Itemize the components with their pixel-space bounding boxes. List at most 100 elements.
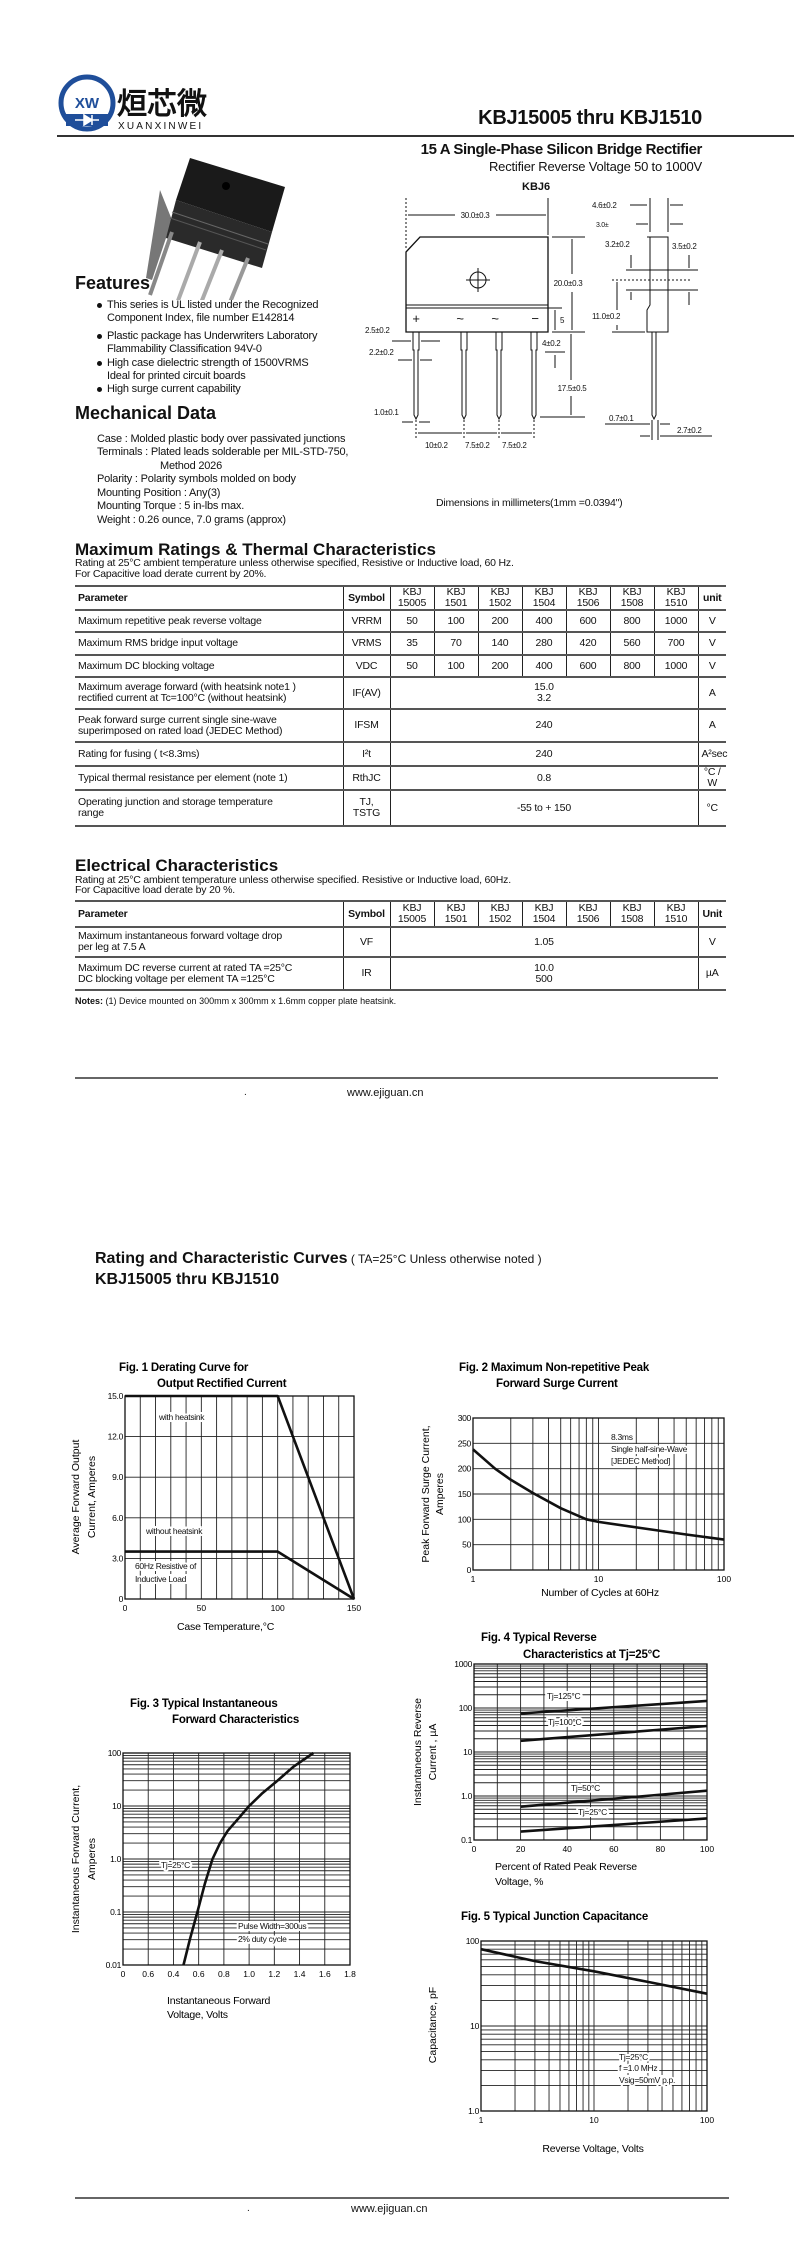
product-photo	[146, 158, 285, 300]
column-header-part: KBJ 1506	[565, 585, 611, 611]
x-tick-label: 0.6	[142, 1969, 154, 1979]
parameter-cell: Maximum instantaneous forward voltage dr…	[75, 926, 344, 958]
x-tick-label: 1.4	[294, 1969, 306, 1979]
series-label: without heatsink	[145, 1526, 203, 1536]
parameter-cell: Maximum average forward (with heatsink n…	[75, 676, 344, 710]
feature-text: Flammability Classification 94V-0	[107, 343, 262, 355]
parameter-text: Operating junction and storage temperatu…	[78, 796, 273, 808]
chart-annotation: Tj=25°C	[619, 2052, 648, 2062]
dim-hole-right: 3.5±0.2	[672, 242, 697, 251]
grid	[124, 1395, 355, 1600]
features-heading: Features	[75, 273, 151, 293]
part-number-text: KBJ	[534, 902, 554, 914]
symbol-cell: VDC	[342, 654, 391, 678]
dim-hole-top: 3.2±0.2	[605, 240, 630, 249]
mechanical-heading: Mechanical Data	[75, 403, 217, 423]
bullet-icon	[97, 303, 102, 308]
y-axis-label: Average Forward Output	[70, 1440, 82, 1555]
symbol-text: IR	[361, 967, 372, 979]
column-header-part: KBJ 1510	[653, 900, 699, 928]
mechanical-line: Mounting Position : Any(3)	[97, 487, 221, 499]
unit-cell: °C	[697, 789, 726, 827]
product-subtitle: 15 A Single-Phase Silicon Bridge Rectifi…	[420, 141, 703, 158]
value-text: 240	[535, 747, 553, 760]
series-label: Tj=25°C	[578, 1807, 607, 1817]
y-tick-label: 100	[108, 1748, 122, 1758]
x-axis-label: Number of Cycles at 60Hz	[541, 1587, 659, 1599]
value-cell: 240	[389, 708, 699, 743]
y-tick-label: 150	[458, 1489, 472, 1499]
unit-cell: A	[697, 708, 726, 743]
table-header-row: Parameter Symbol KBJ 15005 KBJ 1501 KBJ 1502 KBJ…	[75, 585, 726, 611]
column-header-unit: Unit	[697, 900, 726, 928]
x-tick-label: 1	[471, 1574, 476, 1584]
y-tick-label: 0	[467, 1565, 472, 1575]
series-label: with heatsink	[158, 1412, 205, 1422]
chart-fig-5: 1 10 100 100 10 1.0 Tj=25°Cf =1.0 MHz Vsig=50mV…	[427, 1911, 714, 2155]
column-header-part: KBJ 1506	[565, 900, 611, 928]
x-axis-label: Percent of Rated Peak Reverse	[495, 1861, 637, 1873]
footnote: Notes: (1) Device mounted on 300mm x 300…	[75, 996, 396, 1006]
dim-lead-shoulder: 4±0.2	[542, 339, 561, 348]
value-cell: 15.0 3.2	[389, 676, 699, 710]
footer-url-link[interactable]: www.ejiguan.cn	[351, 2203, 428, 2215]
dim-lead-width-2: 2.2±0.2	[369, 348, 394, 357]
y-axis-label: Instantaneous Reverse	[412, 1698, 424, 1806]
value-cell: 420	[565, 631, 611, 656]
symbol-text: TSTG	[352, 807, 381, 819]
pin-minus-symbol: −	[531, 311, 538, 326]
part-number-text: KBJ	[402, 586, 422, 598]
pin-ac-symbol: ~	[491, 311, 499, 326]
dim-thickness: 4.6±0.2	[592, 201, 617, 210]
footer-url-link[interactable]: www.ejiguan.cn	[347, 1087, 424, 1099]
x-tick-label: 0.6	[193, 1969, 205, 1979]
table-row: Peak forward surge current single sine-w…	[75, 708, 726, 743]
part-number-text: KBJ	[666, 586, 686, 598]
feature-text: High case dielectric strength of 1500VRM…	[107, 357, 309, 369]
parameter-text: rectified current at Tc=100°C (without h…	[78, 692, 287, 704]
column-header-part: KBJ 1510	[653, 585, 699, 611]
x-axis-label: Case Temperature,°C	[177, 1621, 275, 1633]
y-tick-label: 1000	[454, 1659, 472, 1669]
chart-fig-4: 0 20 40 60 80 100 1000 100 10 1.0 0.1 Tj=125°C Tj=10…	[412, 1632, 714, 1888]
y-axis-label: Peak Forward Surge Current,	[420, 1425, 432, 1562]
parameter-text: superimposed on rated load (JEDEC Method…	[78, 724, 283, 737]
unit-cell: V	[697, 654, 726, 678]
series-line	[125, 1394, 356, 1600]
symbol-text: IF(AV)	[352, 686, 381, 699]
curves-subtitle: KBJ15005 thru KBJ1510	[95, 1271, 280, 1288]
mechanical-line: Mounting Torque : 5 in-lbs max.	[97, 500, 245, 512]
y-tick-label: 100	[466, 1936, 480, 1946]
value-text: 0.8	[537, 771, 551, 784]
ratings-heading: Maximum Ratings & Thermal Characteristic…	[75, 540, 436, 559]
value-text: 15.0	[534, 681, 554, 693]
value-cell: 200	[477, 654, 523, 678]
footnote-text: (1) Device mounted on 300mm x 300mm x 1.…	[103, 996, 397, 1006]
ratings-note: For Capacitive load derate current by 20…	[75, 568, 267, 580]
logo-chinese: 烜芯微	[117, 88, 207, 121]
series-label: Tj=100°C	[548, 1717, 582, 1727]
value-cell: 600	[565, 654, 611, 678]
y-tick-label: 3.0	[112, 1553, 123, 1563]
symbol-text: IFSM	[354, 719, 379, 731]
x-tick-label: 150	[347, 1603, 361, 1613]
x-tick-label: 1	[479, 2115, 484, 2125]
y-axis-label: Current, Amperes	[86, 1456, 98, 1538]
value-cell: 70	[433, 631, 479, 656]
value-text: 3.2	[537, 692, 551, 704]
x-tick-label: 100	[271, 1603, 285, 1613]
symbol-cell: RthJC	[342, 765, 391, 791]
y-tick-label: 100	[458, 1514, 472, 1524]
parameter-cell: Peak forward surge current single sine-w…	[75, 708, 344, 743]
part-number-text: 1508	[620, 913, 644, 925]
leads	[412, 332, 538, 421]
y-tick-label: 300	[458, 1413, 472, 1423]
part-number-text: 1501	[444, 913, 468, 925]
column-header-part: KBJ 1502	[477, 585, 523, 611]
symbol-text: VRMS	[351, 637, 382, 649]
parameter-text: Maximum repetitive peak reverse voltage	[78, 614, 262, 627]
y-tick-label: 10	[112, 1801, 121, 1811]
chart-title: Forward Characteristics	[172, 1714, 299, 1726]
series-line	[520, 1699, 708, 1715]
dim-pitch-2: 7.5±0.2	[465, 441, 490, 450]
